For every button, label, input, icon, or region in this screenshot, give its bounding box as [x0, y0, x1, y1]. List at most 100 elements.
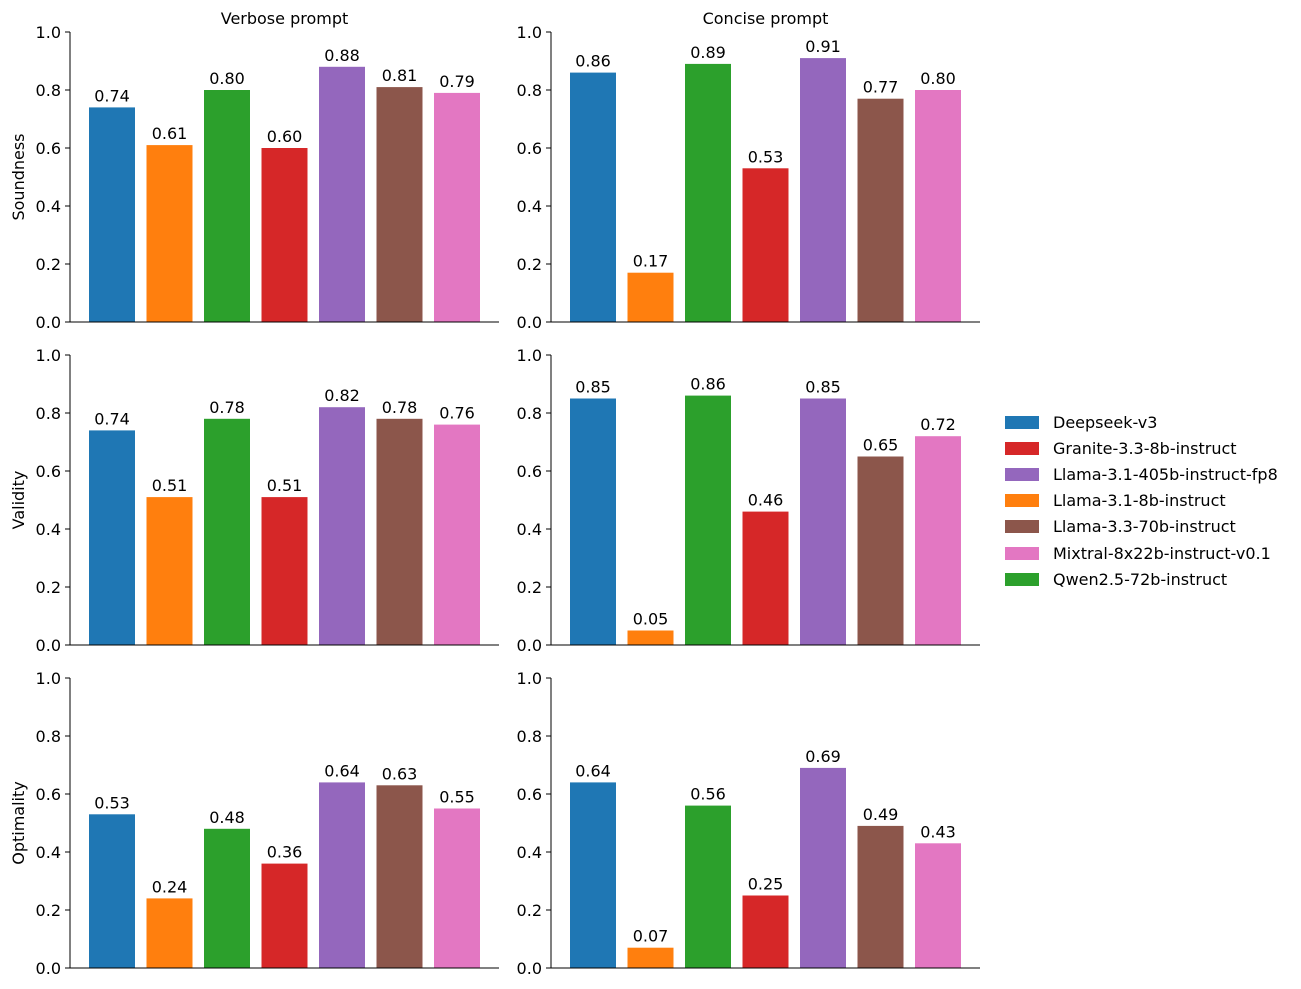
y-tick-label: 0.6	[517, 139, 542, 158]
data-label: 0.78	[382, 398, 418, 417]
data-label: 0.64	[324, 761, 360, 780]
panel-title: Concise prompt	[703, 9, 829, 28]
panel-title: Verbose prompt	[221, 9, 349, 28]
legend-label: Granite-3.3-8b-instruct	[1053, 438, 1237, 458]
legend-swatch	[1005, 572, 1039, 586]
legend-swatch	[1005, 546, 1039, 560]
bar	[261, 497, 308, 645]
bar	[204, 90, 250, 322]
data-label: 0.64	[575, 761, 611, 780]
bar	[915, 90, 961, 322]
data-label: 0.51	[267, 476, 303, 495]
bar	[742, 168, 789, 322]
y-tick-label: 0.8	[36, 727, 61, 746]
legend-item: Llama-3.1-405b-instruct-fp8	[1005, 461, 1278, 487]
data-label: 0.74	[94, 409, 130, 428]
data-label: 0.49	[863, 805, 899, 824]
y-tick-label: 1.0	[517, 669, 542, 688]
bar	[89, 814, 135, 968]
data-label: 0.17	[633, 252, 669, 271]
bar	[261, 863, 308, 968]
bar	[146, 145, 193, 322]
bar	[434, 424, 480, 645]
data-label: 0.69	[805, 747, 841, 766]
legend-swatch	[1005, 467, 1039, 481]
data-label: 0.65	[863, 436, 899, 455]
y-tick-label: 0.4	[36, 520, 61, 539]
y-tick-label: 0.2	[36, 578, 61, 597]
legend-item: Mixtral-8x22b-instruct-v0.1	[1005, 540, 1278, 566]
legend-swatch	[1005, 494, 1039, 508]
bar	[685, 395, 731, 645]
legend-label: Llama-3.3-70b-instruct	[1053, 517, 1236, 537]
legend-item: Qwen2.5-72b-instruct	[1005, 566, 1278, 592]
y-tick-label: 0.4	[36, 197, 61, 216]
bar	[434, 808, 480, 968]
y-tick-label: 0.2	[36, 901, 61, 920]
y-tick-label: 0.0	[517, 313, 542, 332]
y-tick-label: 0.6	[517, 462, 542, 481]
bar	[146, 497, 193, 645]
data-label: 0.72	[920, 415, 956, 434]
y-tick-label: 0.0	[36, 636, 61, 655]
bar	[857, 825, 904, 968]
bar	[800, 767, 846, 968]
legend-label: Qwen2.5-72b-instruct	[1053, 569, 1228, 589]
bar	[685, 63, 731, 323]
data-label: 0.55	[439, 788, 475, 807]
data-label: 0.88	[324, 46, 360, 65]
y-tick-label: 1.0	[517, 23, 542, 42]
data-label: 0.60	[267, 127, 303, 146]
bar	[319, 782, 365, 968]
y-tick-label: 0.6	[36, 139, 61, 158]
y-tick-label: 0.8	[517, 81, 542, 100]
y-tick-label: 1.0	[36, 346, 61, 365]
y-tick-label: 0.0	[36, 959, 61, 978]
bar	[146, 898, 193, 968]
bar	[742, 511, 789, 645]
y-tick-label: 0.2	[517, 901, 542, 920]
legend-label: Llama-3.1-8b-instruct	[1053, 491, 1226, 511]
bar	[800, 398, 846, 645]
y-axis-label: Validity	[9, 471, 28, 530]
y-tick-label: 0.0	[36, 313, 61, 332]
bar	[742, 895, 789, 968]
y-tick-label: 1.0	[36, 669, 61, 688]
data-label: 0.05	[633, 610, 669, 629]
y-tick-label: 0.0	[517, 636, 542, 655]
data-label: 0.86	[575, 52, 611, 71]
bar	[376, 418, 423, 645]
legend-label: Llama-3.1-405b-instruct-fp8	[1053, 464, 1278, 484]
y-tick-label: 0.0	[517, 959, 542, 978]
legend-swatch	[1005, 415, 1039, 429]
data-label: 0.61	[152, 124, 188, 143]
bar	[204, 418, 250, 645]
y-tick-label: 0.6	[517, 785, 542, 804]
data-label: 0.81	[382, 66, 418, 85]
bar	[376, 785, 423, 968]
bar	[261, 148, 308, 322]
chart-legend: Deepseek-v3 Granite-3.3-8b-instruct Llam…	[1005, 409, 1278, 592]
y-tick-label: 0.8	[517, 727, 542, 746]
y-tick-label: 0.2	[517, 255, 542, 274]
data-label: 0.76	[439, 404, 475, 423]
legend-item: Llama-3.3-70b-instruct	[1005, 514, 1278, 540]
data-label: 0.25	[748, 875, 784, 894]
legend-label: Deepseek-v3	[1053, 412, 1158, 432]
bar	[319, 407, 365, 645]
bar	[627, 947, 674, 968]
bar	[204, 828, 250, 968]
y-tick-label: 0.4	[517, 520, 542, 539]
bar	[89, 107, 135, 323]
bar	[915, 436, 961, 645]
data-label: 0.91	[805, 37, 841, 56]
y-tick-label: 0.6	[36, 462, 61, 481]
bar	[857, 98, 904, 322]
legend-item: Llama-3.1-8b-instruct	[1005, 488, 1278, 514]
legend-item: Granite-3.3-8b-instruct	[1005, 435, 1278, 461]
y-tick-label: 0.4	[517, 197, 542, 216]
y-tick-label: 0.2	[36, 255, 61, 274]
data-label: 0.79	[439, 72, 475, 91]
bar	[800, 58, 846, 322]
